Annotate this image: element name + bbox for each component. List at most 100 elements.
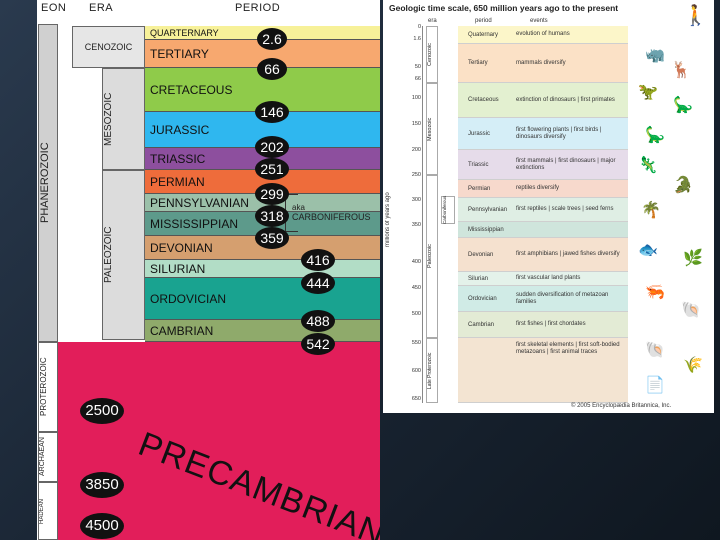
boundary-oval: 542	[301, 333, 335, 355]
right-axis-label: millions of years ago	[385, 192, 391, 248]
age-oval: 3850	[80, 472, 124, 498]
boundary-oval: 202	[255, 136, 289, 158]
right-events-label: first skeletal elements | first soft-bod…	[516, 342, 620, 355]
right-row-triassic: Triassic first mammals | first dinosaurs …	[458, 150, 628, 180]
right-copyright: © 2005 Encyclopædia Britannica, Inc.	[571, 403, 672, 409]
right-period-label: Cretaceous	[468, 97, 499, 103]
era-paleozoic-label: PALEOZOIC	[103, 226, 114, 284]
tick-label: 300	[411, 197, 421, 203]
tick-label: 400	[411, 259, 421, 265]
right-events-label: sudden diversification of metazoan famil…	[516, 291, 609, 305]
right-era-mesozoic: Mesozoic	[426, 83, 438, 175]
tick-label: 650	[411, 396, 421, 402]
right-events-label: first fishes | first chordates	[516, 321, 586, 327]
header-eon: EON	[41, 2, 67, 14]
right-period-label: Quaternary	[468, 31, 499, 38]
boundary-oval: 299	[255, 183, 289, 205]
shell-icon: 🐚	[681, 302, 701, 319]
left-geologic-chart: EON ERA PERIOD PHANEROZOIC PROTEROZOIC A…	[37, 0, 380, 540]
fossil-icon: 🌾	[683, 357, 703, 374]
boundary-oval: 146	[255, 101, 289, 123]
right-events-label: first flowering plants | first birds | d…	[516, 126, 602, 140]
plant-icon: 🌿	[683, 250, 703, 267]
tick-label: 1.6	[413, 36, 421, 42]
eon-phanerozoic-label: PHANEROZOIC	[39, 142, 51, 224]
period-silurian-label: SILURIAN	[150, 261, 206, 276]
tick-label: 100	[411, 95, 421, 101]
period-silurian: SILURIAN	[145, 260, 380, 278]
period-ordovician: ORDOVICIAN	[145, 278, 380, 320]
right-row-permian: Permian reptiles diversify	[458, 180, 628, 198]
period-permian-label: PERMIAN	[150, 174, 205, 189]
dinosaur-icon: 🦖	[638, 84, 658, 101]
right-row-quaternary: Quaternary evolution of humans	[458, 26, 628, 44]
right-row-tertiary: Tertiary mammals diversify	[458, 44, 628, 83]
eon-proterozoic-label: PROTEROZOIC	[39, 357, 48, 417]
right-title: Geologic time scale, 650 million years a…	[389, 3, 619, 13]
right-row-cambrian: Cambrian first fishes | first chordates	[458, 312, 628, 338]
period-devonian: DEVONIAN	[145, 236, 380, 260]
right-header-events: events	[530, 18, 548, 24]
right-events-label: first mammals | first dinosaurs | major …	[516, 157, 616, 171]
tick-label: 66	[414, 76, 421, 82]
era-mesozoic: MESOZOIC	[102, 68, 145, 170]
right-period-label: Silurian	[468, 275, 489, 282]
eon-archaean-label: ARCHAEAN	[39, 437, 46, 477]
eon-phanerozoic: PHANEROZOIC	[38, 24, 58, 342]
reptile-icon: 🐊	[673, 177, 693, 194]
period-quarternary-label: QUARTERNARY	[150, 27, 219, 38]
right-era-paleozoic-label: Paleozoic	[427, 244, 433, 269]
carboniferous-aka: aka	[292, 203, 305, 212]
period-cambrian-label: CAMBRIAN	[150, 323, 214, 338]
right-header-period: period	[475, 18, 492, 24]
tick-label: 200	[411, 147, 421, 153]
eon-proterozoic: PROTEROZOIC	[38, 342, 58, 432]
period-jurassic-label: JURASSIC	[150, 122, 210, 137]
right-row-cretaceous: Cretaceous extinction of dinosaurs | firs…	[458, 83, 628, 118]
right-era-late-proterozoic-label: Late Proterozoic	[427, 352, 433, 389]
boundary-oval: 2.6	[257, 28, 287, 50]
carboniferous-label: CARBONIFEROUS	[292, 212, 371, 222]
tick-label: 500	[411, 311, 421, 317]
tick-label: 350	[411, 222, 421, 228]
right-period-label: Devonian	[468, 251, 494, 258]
boundary-oval: 251	[255, 158, 289, 180]
right-era-paleozoic: Paleozoic	[426, 175, 438, 338]
precambrian-block	[58, 342, 380, 540]
right-era-mesozoic-label: Mesozoic	[427, 117, 433, 141]
right-period-label: Pennsylvanian	[468, 206, 508, 213]
boundary-oval: 66	[257, 58, 287, 80]
eon-hadean-label: HADEAN	[39, 498, 45, 524]
right-carboniferous-box: Carboniferous	[441, 196, 455, 224]
right-events-label: reptiles diversify	[516, 185, 560, 191]
reptile-icon: 🦎	[638, 157, 658, 174]
tree-icon: 🌴	[641, 202, 661, 219]
right-row-ordovician: Ordovician sudden diversification of meta…	[458, 286, 628, 312]
fossil-icon: 🐚	[645, 342, 665, 359]
boundary-oval: 488	[301, 310, 335, 332]
mammal-icon: 🦌	[671, 62, 691, 79]
boundary-oval: 416	[301, 249, 335, 271]
dinosaur-icon: 🦕	[645, 127, 665, 144]
right-era-late-proterozoic: Late Proterozoic	[426, 338, 438, 403]
boundary-oval: 444	[301, 272, 335, 294]
fossil-icon: 📄	[645, 377, 665, 394]
period-ordovician-label: ORDOVICIAN	[150, 291, 227, 306]
period-devonian-label: DEVONIAN	[150, 240, 213, 255]
right-row-mississippian: Mississippian	[458, 222, 628, 238]
trilobite-icon: 🦐	[645, 284, 665, 301]
right-header-era: era	[428, 18, 437, 24]
tick-label: 50	[414, 64, 421, 70]
period-mississippian-label: MISSISSIPPIAN	[150, 216, 239, 231]
period-triassic-label: TRIASSIC	[150, 151, 206, 166]
eon-archaean: ARCHAEAN	[38, 432, 58, 482]
mammal-icon: 🦏	[645, 47, 665, 64]
boundary-oval: 318	[255, 205, 289, 227]
period-tertiary-label: TERTIARY	[150, 46, 209, 61]
right-period-label: Tertiary	[468, 60, 488, 66]
right-row-pennsylvanian: Pennsylvanian first reptiles | scale tree…	[458, 198, 628, 222]
era-paleozoic: PALEOZOIC	[102, 170, 145, 340]
right-events-label: evolution of humans	[516, 31, 570, 37]
human-figure-icon: 🚶	[683, 5, 708, 27]
fish-icon: 🐟	[638, 242, 658, 259]
